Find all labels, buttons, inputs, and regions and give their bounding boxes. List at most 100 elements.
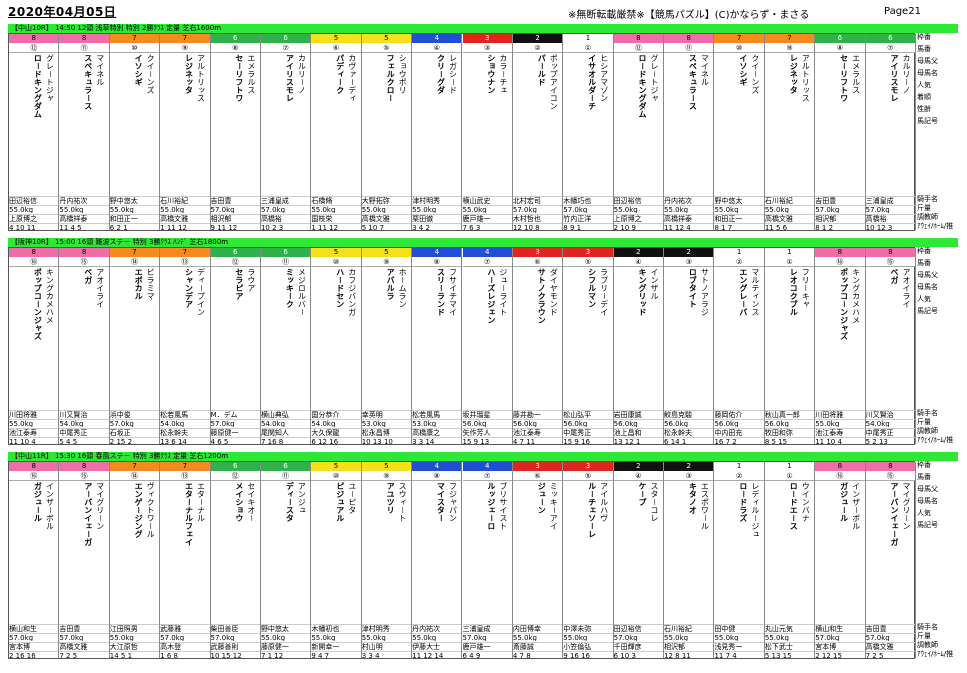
sire-name: クイ－ンズ [146, 54, 156, 94]
frame-number: 7 [714, 34, 764, 43]
sire-name: エタ－ナル [196, 482, 206, 522]
horse-number: ⑫ [9, 43, 59, 53]
carried-weight: 55.0kg [563, 633, 613, 641]
sire-name: インザ－ボル [851, 482, 861, 530]
frame-number: 2 [664, 462, 714, 471]
row-label: 人気 [917, 295, 931, 303]
horse-column: 6 ⑧ エメラルス セ－リフトワ 吉田豊 57.0kg 相沢郁 8 1 2 [815, 34, 866, 231]
row-label: 枠番 [917, 33, 931, 41]
sire-name: カヴァ－ディ [347, 54, 357, 102]
trainer-name: 小笠倫弘 [563, 642, 613, 650]
sire-name: メジロルバ－ [297, 268, 307, 316]
away-home-pick: 1 11 12 [311, 223, 361, 231]
away-home-pick: 3 4 2 [412, 223, 462, 231]
frame-number: 5 [311, 462, 361, 471]
sire-name: レガシ－ド [448, 54, 458, 94]
horse-number: ⑨ [764, 43, 815, 53]
row-label: 騎手名 [917, 623, 938, 631]
jockey-name: M．デム [210, 410, 260, 418]
carried-weight: 56.0kg [613, 419, 664, 427]
trainer-name: 鹿戸雄一 [462, 642, 512, 650]
horse-column: 5 ⑤ ショウポリ フェルクロ－ 大野拓弥 55.0kg 高橋文雅 5 10 7 [361, 34, 413, 231]
horse-number: ③ [664, 257, 714, 267]
sire-name: アイルハヴ [599, 482, 609, 522]
frame-number: 3 [563, 248, 613, 257]
jockey-name: 鮫島克駿 [664, 410, 714, 418]
horse-column: 7 ⑭ ヴィクトワ－ル エンゲ－ジング 江田照男 55.0kg 大江原哲 14 5 1 [109, 462, 161, 659]
trainer-name: 相沢郁 [815, 214, 865, 222]
sire-name: インザル [650, 268, 660, 300]
jockey-name: 野中悠太 [260, 624, 311, 632]
horse-column: 8 ⑯ キングカメハメ ポップコ－ンジャズ 川田将雅 55.0kg 池江泰寿 11 10 4 [9, 248, 60, 445]
carried-weight: 57.0kg [815, 205, 865, 213]
frame-number: 7 [109, 34, 160, 43]
sire-name: カルリ－ノ [901, 54, 911, 94]
carried-weight: 55.0kg [311, 633, 361, 641]
horse-number: ⑧ [412, 471, 462, 481]
horse-number: ④ [613, 257, 664, 267]
sire-name: カフジバンガ [347, 268, 357, 316]
race-block: 【阪神10R】 15:00 16頭 難波ステ－ 特別 3勝ｸﾗｽ ﾊﾝﾃﾞ 芝右… [8, 238, 958, 448]
away-home-pick: 11 12 4 [664, 223, 714, 231]
horse-name: エタ－ナルフェイ [184, 482, 194, 546]
horse-column: 1 ① フリ－キャ レオコクブル 秋山真一郎 56.0kg 牧田和弥 8 5 15 [764, 248, 816, 445]
horse-number: ⑦ [260, 43, 311, 53]
row-label: 斤量 [917, 632, 931, 640]
carried-weight: 57.0kg [109, 419, 160, 427]
frame-number: 6 [865, 34, 915, 43]
carried-weight: 53.0kg [412, 419, 462, 427]
jockey-name: 藤井勘一 [512, 410, 563, 418]
trainer-name: 高橋裕 [260, 214, 311, 222]
jockey-name: 武藤雅 [160, 624, 210, 632]
horse-number: ⑦ [865, 43, 915, 53]
sire-name: サトノアラジ [700, 268, 710, 316]
horse-name: キタノオ [688, 482, 698, 514]
horse-name: ジュ－ン [537, 482, 547, 514]
away-home-pick: 7 1 12 [260, 651, 311, 659]
away-home-pick: 7 2 5 [865, 651, 915, 659]
trainer-name: 石坂正 [109, 428, 160, 436]
carried-weight: 55.0kg [815, 419, 865, 427]
row-label: 馬記号 [917, 521, 938, 529]
sire-name: グレ－トジャ [45, 54, 55, 102]
row-label: 母馬父 [917, 485, 938, 493]
horse-name: キングリッド [638, 268, 648, 316]
trainer-name: 中尾秀正 [563, 428, 613, 436]
horse-name: セラピア [234, 268, 244, 300]
trainer-name: 千田輝彦 [613, 642, 664, 650]
trainer-name: 牧田和弥 [764, 428, 815, 436]
away-home-pick: 1 6 8 [160, 651, 210, 659]
jockey-name: 北村宏司 [512, 196, 563, 204]
carried-weight: 55.0kg [764, 633, 815, 641]
away-home-pick: 6 10 3 [613, 651, 664, 659]
horse-number: ⑪ [59, 43, 109, 53]
jockey-name: 石川裕紀 [664, 624, 714, 632]
carried-weight: 55.0kg [664, 633, 714, 641]
frame-number: 2 [512, 34, 563, 43]
carried-weight: 57.0kg [210, 419, 260, 427]
away-home-pick: 4 7 8 [512, 651, 563, 659]
frame-number: 1 [764, 248, 815, 257]
sire-name: ダイヤモンド [549, 268, 559, 316]
carried-weight: 56.0kg [764, 419, 815, 427]
carried-weight: 54.0kg [865, 419, 915, 427]
jockey-name: 国分恭介 [311, 410, 361, 418]
horse-column: 2 ④ インザル キングリッド 岩田康誠 56.0kg 池上昌和 13 12 1 [613, 248, 665, 445]
frame-number: 6 [210, 462, 260, 471]
sire-name: スタ－コレ [650, 482, 660, 522]
carried-weight: 55.0kg [311, 205, 361, 213]
sire-name: エメラルス [851, 54, 861, 94]
horse-number: ⑯ [815, 471, 865, 481]
jockey-name: 幸英明 [361, 410, 412, 418]
horse-name: アバルラ [386, 268, 396, 300]
jockey-name: 丸山元気 [764, 624, 815, 632]
horse-number: ② [512, 43, 563, 53]
jockey-name: 丹内祐次 [412, 624, 462, 632]
horse-name: セ－リフトワ [234, 54, 244, 102]
trainer-name: 高橋祥泰 [59, 214, 109, 222]
sire-name: ヒシアマゾン [599, 54, 609, 102]
away-home-pick: 2 16 16 [9, 651, 59, 659]
sire-name: ビラミマ [146, 268, 156, 300]
horse-number: ⑧ [412, 257, 462, 267]
